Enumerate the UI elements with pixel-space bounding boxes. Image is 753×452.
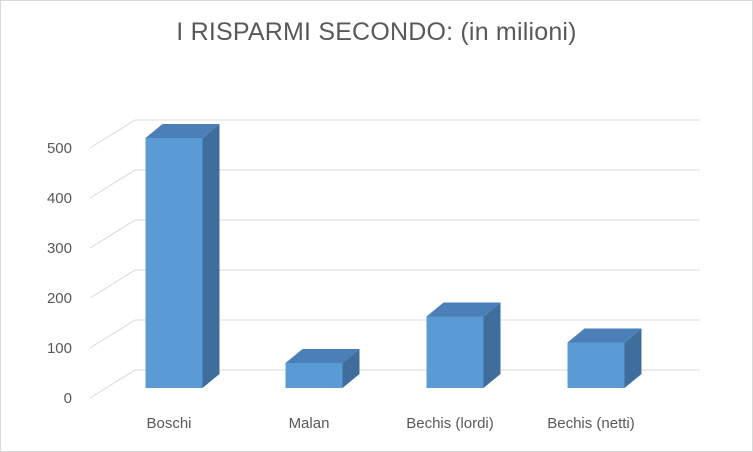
bar-side	[202, 124, 220, 388]
y-axis-ticks: 0 100 200 300 400 500	[47, 140, 72, 407]
bar-side	[624, 328, 642, 388]
y-tick-label: 0	[64, 390, 72, 407]
gridline-diagonal	[89, 319, 136, 349]
x-category-label: Bechis (lordi)	[406, 415, 494, 432]
gridline-diagonal	[89, 269, 136, 299]
bar	[145, 138, 203, 388]
bar-top	[567, 328, 642, 343]
y-tick-label: 200	[47, 290, 72, 307]
bar-top	[145, 124, 220, 138]
chart-title: I RISPARMI SECONDO: (in milioni)	[176, 18, 577, 46]
bar-side	[483, 302, 501, 388]
x-axis-labels: Boschi Malan Bechis (lordi) Bechis (netti)	[146, 415, 634, 432]
bar-top	[426, 302, 501, 317]
y-tick-label: 400	[47, 190, 72, 207]
gridline-diagonal	[89, 369, 136, 399]
y-tick-label: 300	[47, 240, 72, 257]
bar	[426, 316, 484, 388]
gridline-diagonal	[89, 169, 136, 199]
x-category-label: Malan	[289, 415, 330, 432]
x-category-label: Boschi	[146, 415, 191, 432]
gridline-diagonal	[89, 119, 136, 149]
bar-side	[342, 349, 360, 388]
bar-top	[285, 349, 360, 363]
gridline-diagonal	[89, 219, 136, 249]
bar	[567, 342, 625, 388]
y-tick-label: 100	[47, 340, 72, 357]
bar	[285, 363, 343, 388]
x-category-label: Bechis (netti)	[547, 415, 635, 432]
bars	[145, 124, 642, 388]
gridlines	[89, 119, 700, 399]
y-tick-label: 500	[47, 140, 72, 157]
